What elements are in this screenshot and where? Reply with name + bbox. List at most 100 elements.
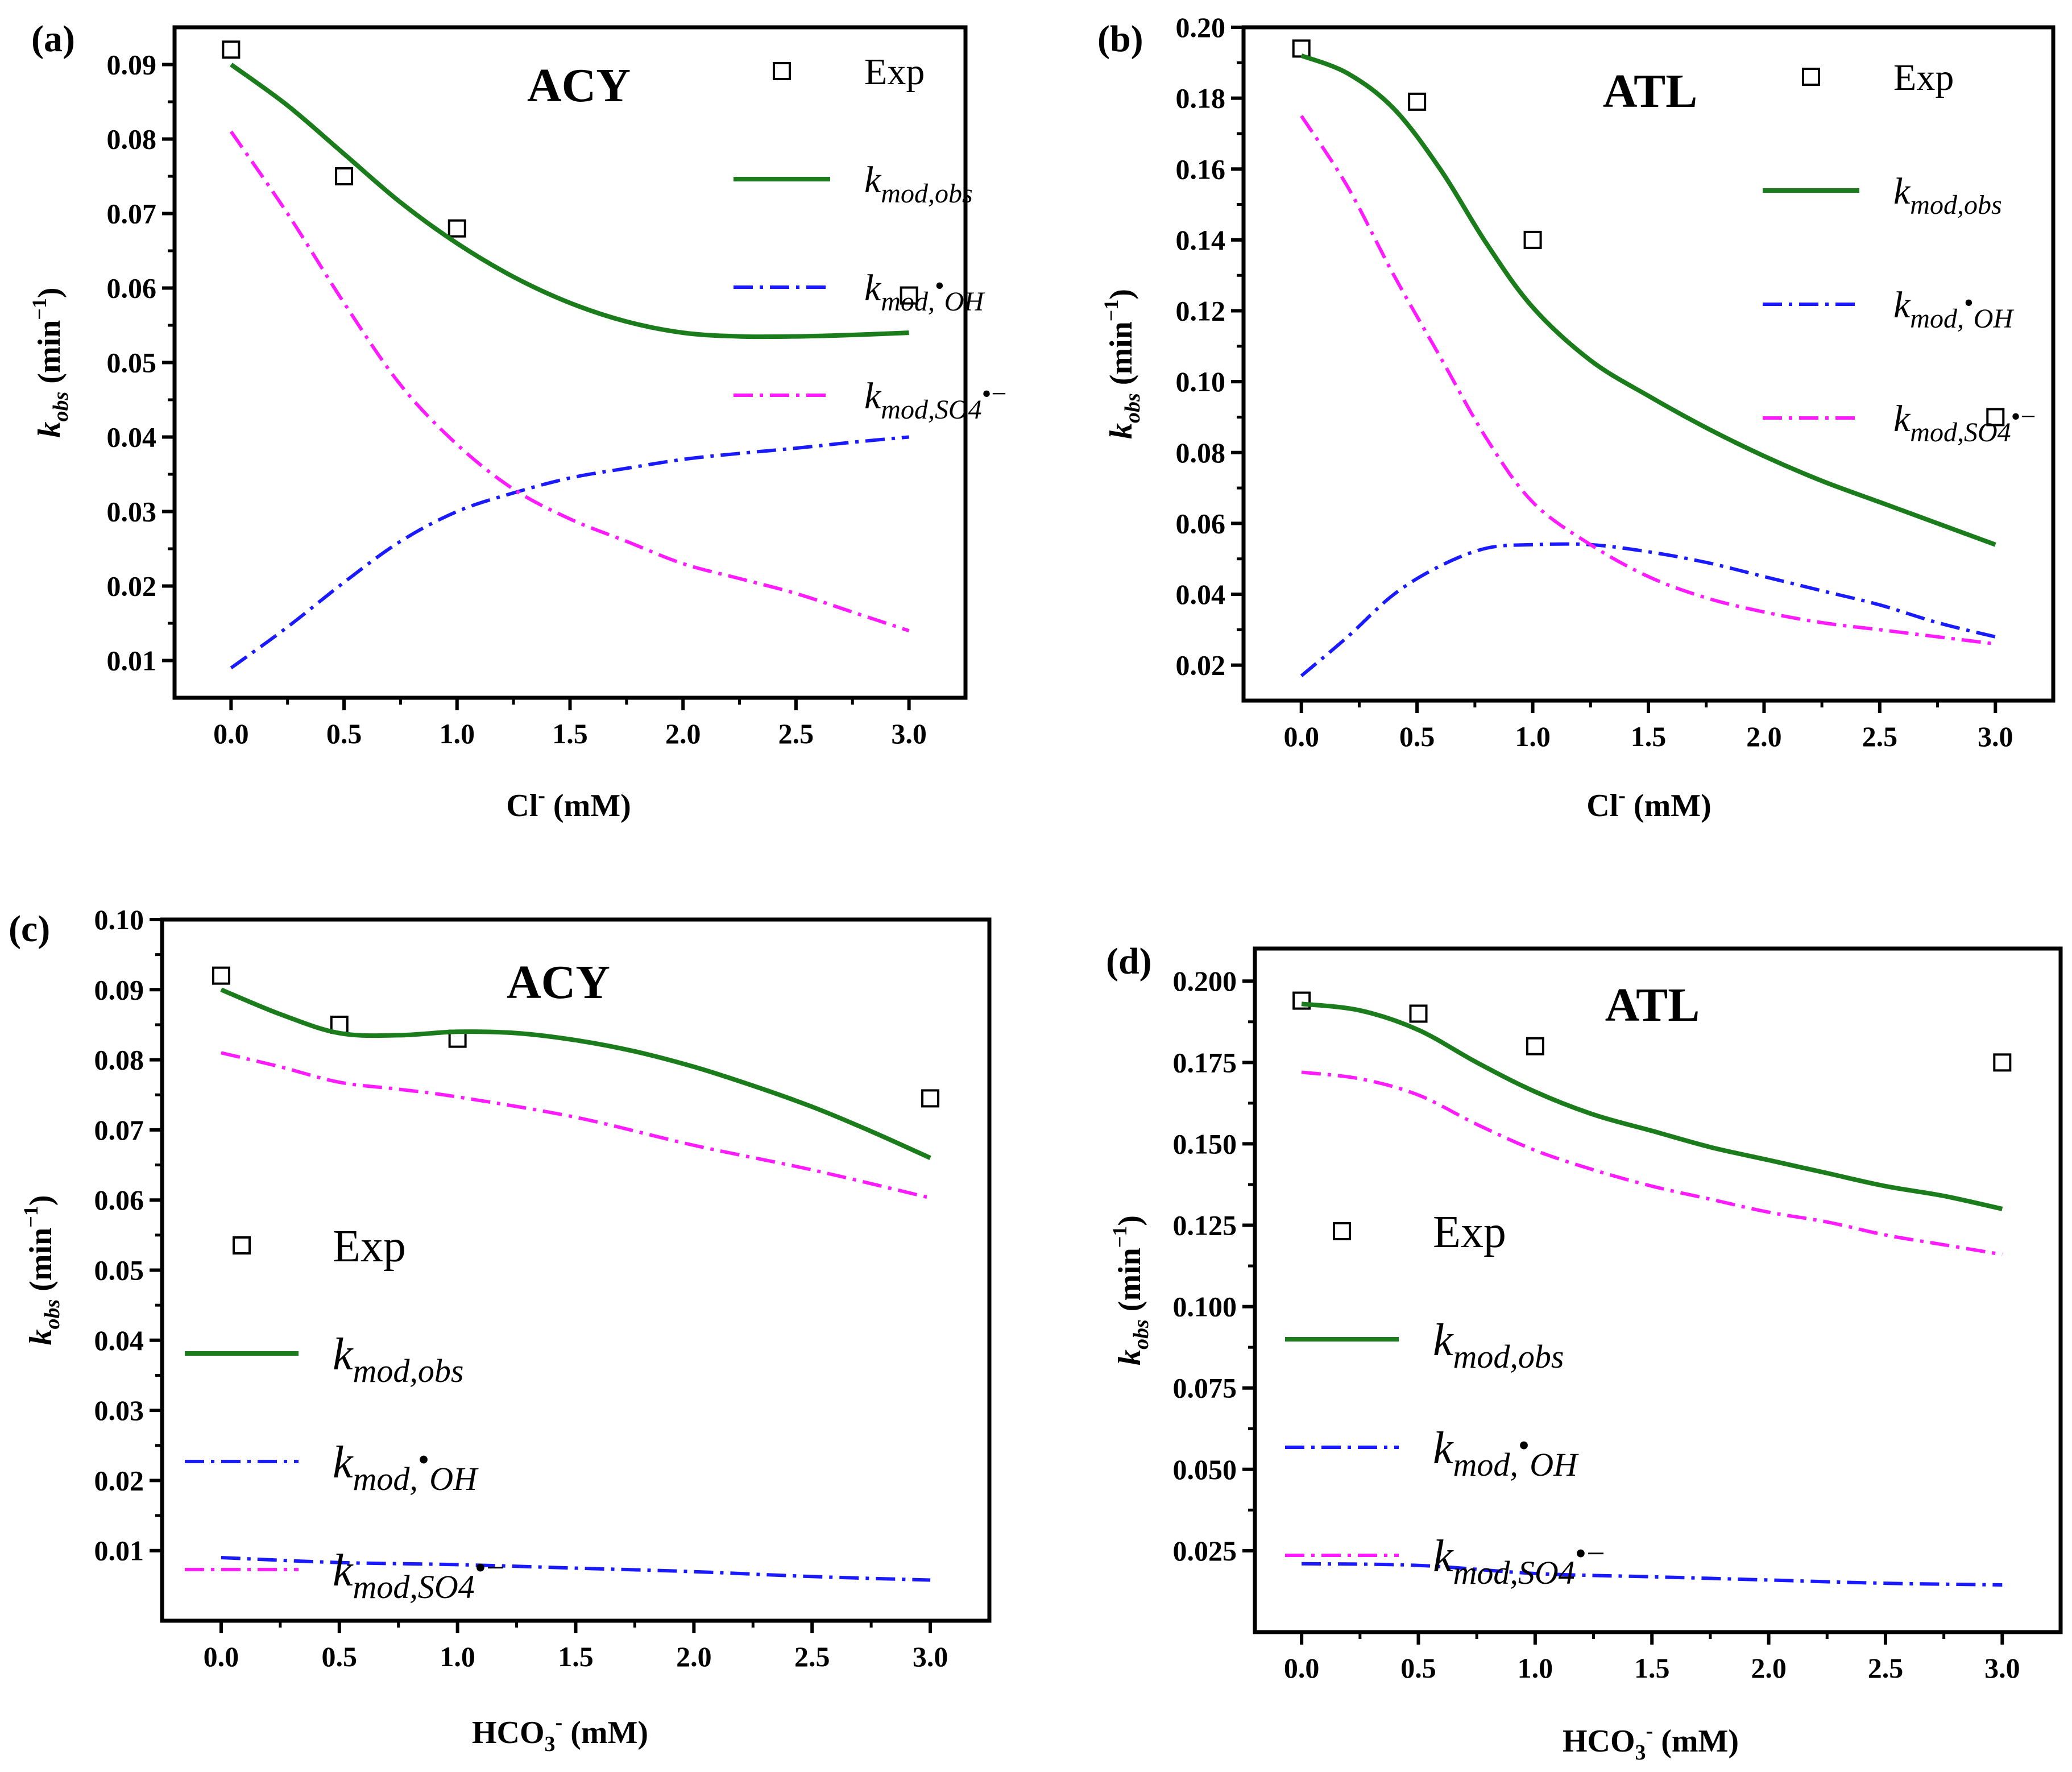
y-axis-title-sup: −1 [1108, 1226, 1131, 1248]
x-tick-label: 1.5 [558, 1641, 594, 1672]
y-tick-label: 0.050 [1173, 1454, 1237, 1485]
y-axis-title: kobs (min−1) [1108, 1215, 1153, 1365]
exp-data-point [335, 167, 354, 185]
panel-title: ACY [527, 59, 631, 112]
legend-main: k [1893, 171, 1911, 212]
x-tick-label: 1.5 [1631, 721, 1667, 752]
legend-sub: mod,obs [881, 179, 972, 209]
legend-marker-exp [773, 62, 791, 80]
plot-frame [172, 25, 968, 700]
y-axis-title-end: ) [32, 288, 67, 299]
x-axis-title-rest: (mM) [1626, 788, 1712, 823]
x-tick-label: 0.0 [213, 718, 249, 750]
panel-title: ATL [1603, 65, 1697, 118]
x-tick-label: 0.0 [1284, 1652, 1320, 1684]
x-axis-title-sup: - [1618, 784, 1626, 808]
y-tick-label: 0.125 [1173, 1210, 1237, 1241]
x-axis-title-rest: (mM) [562, 1715, 648, 1750]
y-axis-title-sup: −1 [1100, 300, 1122, 322]
legend-label-1: kmod,obs [1433, 1315, 1564, 1375]
y-axis-title-rest: (min [32, 320, 67, 392]
x-tick-label: 0.5 [1399, 721, 1435, 752]
legend-sub2: OH [944, 287, 985, 317]
series-line-k-mod-so4 [221, 1051, 931, 1200]
y-tick-label: 0.09 [107, 49, 157, 81]
x-axis-title: Cl- (mM) [1586, 784, 1711, 823]
legend-sup: • [1964, 288, 1974, 318]
exp-data-point [447, 219, 466, 238]
legend-sub: mod, [1453, 1446, 1518, 1483]
legend-main: k [333, 1546, 354, 1596]
exp-data-point [1292, 39, 1311, 58]
y-tick-label: 0.14 [1176, 224, 1226, 256]
y-axis-title-sub: obs [1129, 1319, 1153, 1349]
y-axis-title-rest: (min [23, 1228, 59, 1299]
plot-frame [1241, 25, 2056, 703]
legend-label-2: kmod,•OH [1893, 284, 2014, 334]
y-axis-title-rest: (min [1112, 1248, 1147, 1319]
x-axis-title-main: Cl [506, 788, 538, 823]
y-tick-label: 0.08 [107, 123, 157, 155]
y-tick-label: 0.025 [1173, 1535, 1237, 1567]
y-tick-label: 0.10 [1176, 366, 1226, 398]
x-tick-label: 2.0 [676, 1641, 712, 1672]
legend-sub: mod,SO4 [353, 1568, 475, 1605]
y-axis-title-sub: obs [40, 1299, 64, 1330]
x-axis-title-sub: 3 [1635, 1741, 1646, 1765]
x-axis-title-rest: (mM) [545, 788, 631, 823]
legend-main: k [864, 267, 882, 309]
legend-sup: •− [2011, 401, 2036, 432]
legend-sup: •− [982, 379, 1007, 409]
y-tick-label: 0.06 [1176, 507, 1226, 539]
panel-label: (a) [31, 18, 75, 60]
legend-sub: mod,obs [353, 1352, 464, 1389]
panel-label: (c) [9, 908, 50, 950]
x-tick-label: 3.0 [1984, 1652, 2020, 1684]
legend-sub: mod, [881, 287, 935, 317]
legend-sup: • [935, 271, 944, 301]
legend-sup: •− [475, 1549, 505, 1586]
y-tick-label: 0.02 [107, 570, 157, 602]
exp-data-point [1408, 92, 1427, 111]
legend-main: k [333, 1330, 354, 1380]
x-axis-title: HCO3- (mM) [472, 1711, 648, 1756]
legend-label-3: kmod,SO4•− [333, 1546, 505, 1605]
legend-sub: mod,SO4 [1453, 1554, 1575, 1591]
legend-main: k [1893, 398, 1911, 440]
legend-main: k [864, 159, 882, 201]
legend-sub: mod, [1910, 304, 1964, 334]
y-tick-label: 0.100 [1173, 1291, 1237, 1323]
series-line-k-mod-oh [1302, 1562, 2003, 1587]
x-tick-label: 1.0 [440, 718, 475, 750]
exp-data-point [212, 966, 230, 985]
y-axis-title-main: k [23, 1329, 59, 1345]
legend-label-1: kmod,obs [333, 1330, 463, 1389]
legend-main: k [1433, 1315, 1454, 1365]
legend-sub: mod,obs [1910, 190, 2001, 220]
legend-main: k [1433, 1531, 1454, 1581]
y-axis-title-sub: obs [1121, 393, 1145, 423]
y-axis-title-rest: (min [1104, 321, 1139, 393]
y-axis-title-end: ) [1112, 1215, 1147, 1226]
y-tick-label: 0.08 [94, 1044, 144, 1076]
exp-data-point [1523, 230, 1542, 249]
series-line-k-mod-oh [230, 435, 909, 670]
x-tick-label: 3.0 [891, 718, 927, 750]
y-tick-label: 0.01 [107, 645, 157, 677]
x-tick-label: 3.0 [913, 1641, 948, 1672]
x-axis-title: HCO3- (mM) [1563, 1719, 1739, 1765]
y-tick-label: 0.075 [1173, 1372, 1237, 1404]
panel-title: ATL [1605, 979, 1700, 1032]
y-tick-label: 0.01 [94, 1535, 144, 1567]
y-tick-label: 0.150 [1173, 1128, 1237, 1160]
legend-main: k [333, 1438, 354, 1488]
legend-sub: mod,SO4 [1910, 417, 2011, 448]
x-axis-title-sup: - [1646, 1719, 1654, 1743]
series-line-k-mod-obs [1300, 53, 1996, 547]
y-tick-label: 0.10 [94, 904, 144, 935]
x-tick-label: 1.5 [552, 718, 588, 750]
y-tick-label: 0.07 [94, 1114, 144, 1146]
